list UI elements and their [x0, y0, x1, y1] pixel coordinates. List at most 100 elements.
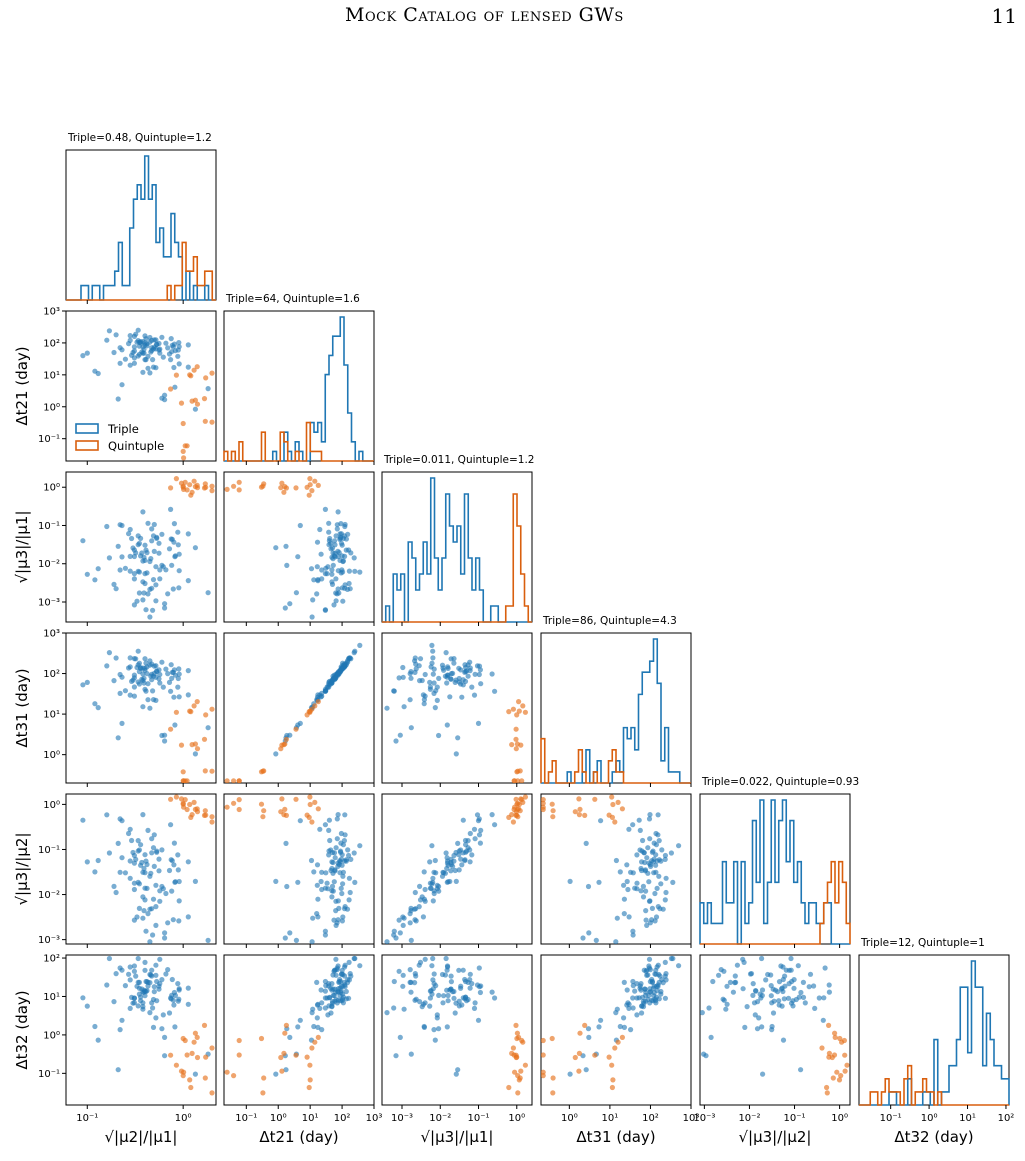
point-triple: [106, 850, 112, 856]
point-triple: [315, 1024, 321, 1030]
point-quintuple: [550, 808, 556, 814]
point-quintuple: [619, 806, 626, 812]
point-quintuple: [312, 478, 318, 484]
point-triple: [351, 555, 357, 561]
point-quintuple: [203, 712, 209, 718]
point-triple: [335, 863, 341, 870]
point-triple: [334, 816, 340, 822]
point-quintuple: [260, 814, 266, 820]
point-triple: [583, 840, 589, 847]
point-triple: [391, 932, 397, 938]
point-triple: [318, 551, 324, 557]
point-triple: [459, 862, 465, 868]
point-triple: [617, 869, 623, 875]
point-quintuple: [278, 485, 284, 491]
point-triple: [106, 328, 112, 334]
point-triple: [467, 985, 473, 991]
point-triple: [436, 888, 442, 894]
point-triple: [330, 859, 336, 866]
point-triple: [400, 983, 406, 989]
point-triple: [135, 648, 141, 654]
point-triple: [346, 995, 352, 1001]
point-quintuple: [514, 741, 521, 747]
point-triple: [119, 720, 125, 727]
point-triple: [176, 585, 182, 591]
point-triple: [111, 349, 117, 356]
point-triple: [662, 897, 668, 903]
point-quintuple: [513, 726, 519, 732]
point-quintuple: [283, 485, 289, 491]
point-triple: [420, 914, 426, 920]
point-triple: [708, 1034, 714, 1040]
point-triple: [127, 875, 133, 881]
point-quintuple: [519, 778, 525, 783]
point-triple: [346, 852, 352, 859]
point-triple: [648, 863, 654, 870]
point-triple: [283, 543, 289, 549]
point-quintuple: [173, 794, 179, 800]
point-triple: [462, 678, 469, 685]
histogram-quintuple: [223, 421, 374, 462]
point-triple: [150, 845, 157, 851]
point-triple: [205, 386, 211, 392]
point-triple: [477, 989, 483, 996]
y-axis-label-dt21: Δt21 (day): [13, 346, 31, 425]
point-quintuple: [592, 1052, 598, 1058]
y-tick-label: 10⁰: [43, 402, 60, 413]
point-triple: [143, 547, 149, 553]
scatter-points: [224, 476, 363, 620]
point-quintuple: [209, 488, 215, 494]
panel-frame: [540, 793, 692, 945]
point-quintuple: [307, 801, 313, 808]
point-triple: [445, 964, 451, 970]
point-triple: [127, 1005, 133, 1012]
point-quintuple: [307, 1077, 313, 1083]
running-title: Mock Catalog of lensed GWs: [345, 4, 624, 26]
panel-frame: [223, 632, 375, 784]
point-triple: [639, 1010, 645, 1016]
point-triple: [634, 852, 640, 858]
point-triple: [168, 662, 174, 668]
x-axis-label-mu31: √|μ3|/|μ1|: [420, 1128, 493, 1146]
point-quintuple: [184, 1052, 190, 1058]
point-triple: [625, 1000, 631, 1006]
point-triple: [192, 751, 198, 757]
point-triple: [586, 930, 592, 936]
point-triple: [162, 930, 168, 936]
point-triple: [56, 570, 61, 575]
point-triple: [347, 889, 353, 896]
point-quintuple: [168, 1052, 174, 1058]
point-triple: [131, 693, 137, 699]
point-triple: [136, 681, 142, 687]
point-triple: [348, 856, 354, 863]
panel-frame: [381, 954, 533, 1106]
point-triple: [328, 540, 334, 547]
point-triple: [332, 868, 338, 874]
point-triple: [170, 917, 176, 923]
point-triple: [293, 937, 299, 944]
point-triple: [469, 684, 475, 690]
point-triple: [319, 869, 325, 875]
point-triple: [149, 836, 155, 842]
point-triple: [322, 928, 328, 934]
point-triple: [143, 607, 149, 613]
x-tick-label: 10⁰: [831, 1113, 848, 1124]
point-triple: [151, 984, 157, 990]
point-triple: [327, 535, 333, 542]
point-triple: [462, 976, 468, 983]
point-triple: [325, 886, 331, 892]
point-triple: [348, 973, 354, 979]
point-quintuple: [306, 1084, 312, 1091]
point-triple: [458, 856, 464, 862]
point-triple: [431, 1027, 437, 1033]
point-triple: [148, 673, 154, 679]
point-triple: [319, 576, 325, 582]
point-triple: [624, 862, 630, 868]
point-triple: [421, 701, 427, 707]
point-triple: [149, 973, 155, 979]
point-triple: [160, 354, 166, 360]
point-triple: [332, 550, 338, 556]
point-triple: [169, 562, 175, 568]
point-quintuple: [191, 478, 197, 484]
point-triple: [171, 840, 177, 846]
